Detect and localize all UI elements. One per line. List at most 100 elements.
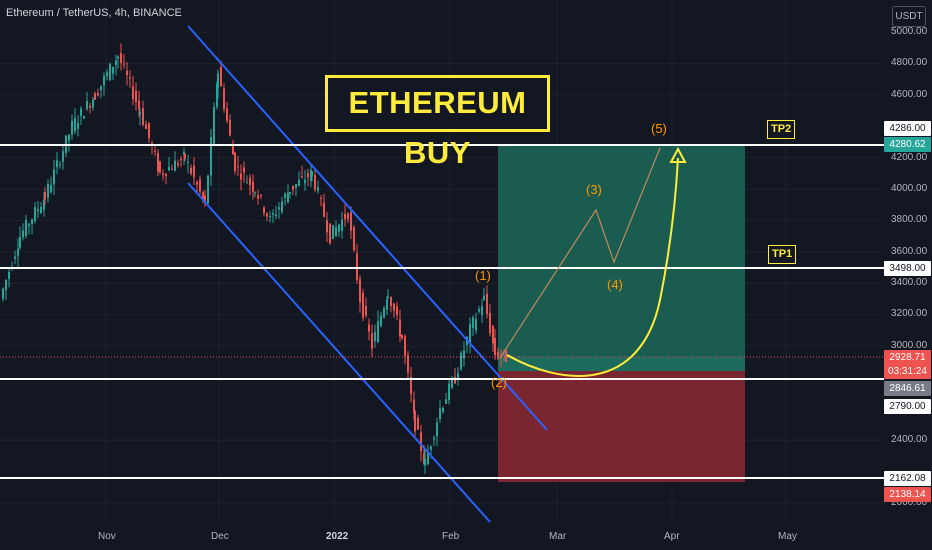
candle-body <box>430 446 432 450</box>
candle-body <box>68 134 70 141</box>
currency-unit[interactable]: USDT <box>892 6 926 27</box>
candle-body <box>171 168 173 170</box>
candle-body <box>350 212 352 231</box>
price-axis-label: 4600.00 <box>891 89 928 100</box>
current-price-tag[interactable]: 2928.71 <box>884 350 931 365</box>
candle-body <box>407 355 409 373</box>
candle-body <box>138 100 140 109</box>
candle-body <box>62 151 64 162</box>
candle-body <box>184 153 186 159</box>
tp1-label: TP1 <box>768 245 797 264</box>
time-axis-label: Apr <box>664 531 680 542</box>
wave-label-2: (2) <box>491 375 507 390</box>
countdown-tag: 03:31:24 <box>884 364 931 379</box>
candle-body <box>223 88 225 110</box>
candle-body <box>439 408 441 420</box>
candle-body <box>174 160 176 172</box>
candle-body <box>486 293 488 314</box>
candle-body <box>272 213 274 215</box>
candle-body <box>448 383 450 401</box>
tp1-price-tag[interactable]: 3498.00 <box>884 261 931 276</box>
candle-body <box>229 119 231 136</box>
elliott-wave-path[interactable] <box>499 147 661 359</box>
profit-zone[interactable] <box>498 145 745 357</box>
price-axis-label: 2000.00 <box>891 497 928 508</box>
loss-zone[interactable] <box>498 371 745 482</box>
candle-body <box>386 299 388 310</box>
projection-curve[interactable] <box>506 157 679 377</box>
candle-body <box>217 73 219 88</box>
candle-body <box>237 166 239 168</box>
candle-body <box>472 317 474 328</box>
candle-body <box>132 86 134 100</box>
entry-price-tag[interactable]: 2846.61 <box>884 381 931 396</box>
price-axis-label: 2400.00 <box>891 434 928 445</box>
candle-body <box>390 297 392 306</box>
candle-body <box>157 152 159 172</box>
candle-body <box>112 66 114 74</box>
candle-body <box>314 174 316 190</box>
candle-body <box>193 165 195 178</box>
candle-body <box>353 227 355 251</box>
wave-label-3: (3) <box>586 182 602 197</box>
candle-body <box>254 192 256 194</box>
candle-body <box>249 177 251 185</box>
candle-body <box>284 194 286 198</box>
candle-body <box>148 122 150 139</box>
target-price-tag[interactable]: 4280.62 <box>884 137 931 152</box>
candle-body <box>243 167 245 173</box>
candle-body <box>423 453 425 464</box>
candle-body <box>287 192 289 203</box>
low-price-tag[interactable]: 2162.08 <box>884 471 931 486</box>
candle-body <box>165 173 167 177</box>
candle-body <box>424 458 426 466</box>
channel-lower-line[interactable] <box>187 182 491 523</box>
candle-body <box>234 152 236 172</box>
candle-body <box>71 120 73 135</box>
candle-body <box>139 112 141 115</box>
symbol-title[interactable]: Ethereum / TetherUS, 4h, BINANCE <box>6 7 182 19</box>
price-axis-label: 3000.00 <box>891 340 928 351</box>
candle-body <box>257 195 259 199</box>
tp2-price-tag[interactable]: 4286.00 <box>884 121 931 136</box>
candle-body <box>281 201 283 212</box>
candle-body <box>445 399 447 404</box>
wave-label-4: (4) <box>607 277 623 292</box>
price-axis-label: 3400.00 <box>891 277 928 288</box>
channel-upper-line[interactable] <box>187 25 548 431</box>
candle-body <box>196 181 198 185</box>
time-axis-label: Feb <box>442 531 460 542</box>
candle-body <box>492 325 494 344</box>
candle-body <box>478 309 480 312</box>
candle-body <box>117 56 119 59</box>
candle-body <box>89 105 91 108</box>
candle-body <box>307 173 309 178</box>
candle-body <box>86 101 88 110</box>
price-axis-label: 3600.00 <box>891 246 928 257</box>
candle-body <box>359 278 361 303</box>
candle-body <box>332 225 334 240</box>
candle-body <box>401 334 403 339</box>
candle-body <box>142 108 144 125</box>
candle-body <box>14 256 16 259</box>
candle-body <box>383 308 385 318</box>
candle-body <box>323 202 325 217</box>
candle-body <box>483 295 485 300</box>
support-price-tag[interactable]: 2790.00 <box>884 399 931 414</box>
candle-body <box>97 93 99 96</box>
candle-body <box>92 99 94 108</box>
candle-body <box>74 117 76 132</box>
candle-body <box>377 321 379 343</box>
candle-body <box>109 63 111 81</box>
candle-body <box>442 407 444 412</box>
candle-body <box>187 161 189 163</box>
candle-body <box>301 175 303 177</box>
time-axis-label: 2022 <box>326 531 349 542</box>
candle-body <box>47 184 49 198</box>
stop-price-tag[interactable]: 2138.14 <box>884 487 931 502</box>
candle-body <box>216 83 218 107</box>
candle-body <box>177 163 179 166</box>
candle-body <box>22 230 24 238</box>
candle-body <box>396 306 398 315</box>
